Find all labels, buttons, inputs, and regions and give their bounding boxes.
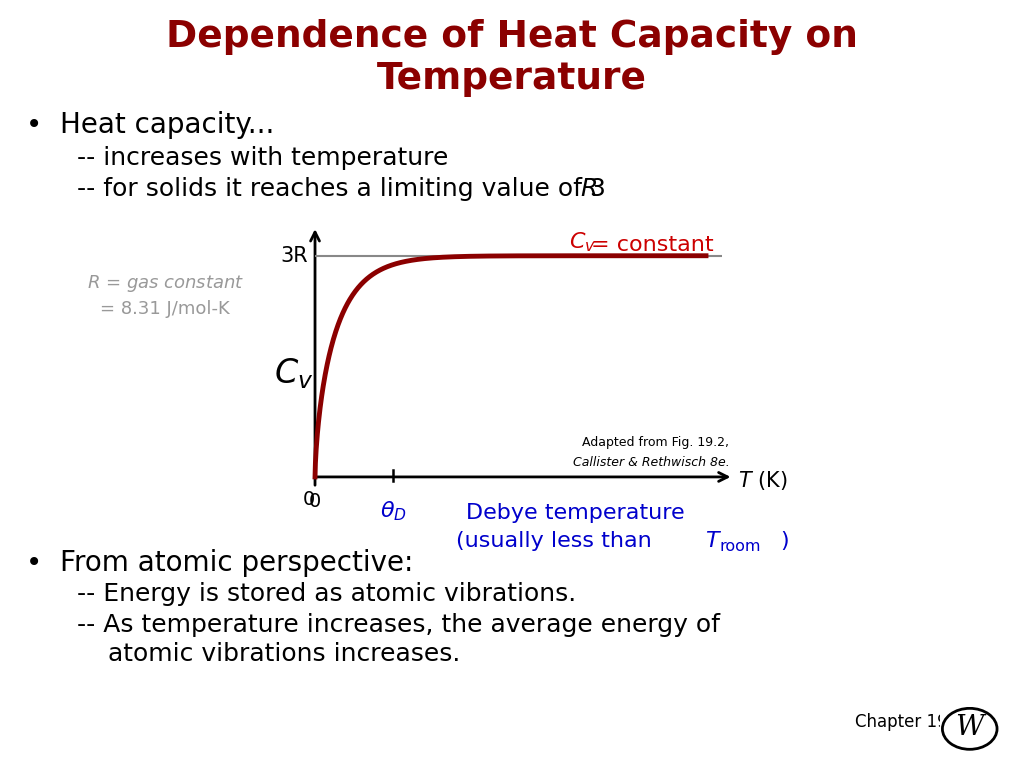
Text: -- As temperature increases, the average energy of: -- As temperature increases, the average…	[77, 613, 720, 637]
Text: = 8.31 J/mol-K: = 8.31 J/mol-K	[100, 300, 230, 317]
Text: $R$ = gas constant: $R$ = gas constant	[87, 273, 245, 293]
Text: ): )	[780, 531, 788, 551]
Text: (usually less than: (usually less than	[456, 531, 658, 551]
Text: Callister & Rethwisch 8e.: Callister & Rethwisch 8e.	[572, 456, 729, 469]
Text: = constant: = constant	[591, 235, 714, 255]
Text: $T$: $T$	[705, 531, 722, 551]
Text: $C_v$: $C_v$	[569, 230, 596, 254]
Text: R: R	[581, 177, 598, 200]
Text: 0: 0	[303, 490, 315, 509]
Text: Temperature: Temperature	[377, 61, 647, 98]
Text: •  From atomic perspective:: • From atomic perspective:	[26, 549, 413, 577]
Text: W: W	[955, 714, 984, 741]
Text: Dependence of Heat Capacity on: Dependence of Heat Capacity on	[166, 19, 858, 55]
Text: room: room	[720, 539, 762, 554]
Text: 0: 0	[309, 492, 322, 511]
Text: -- Energy is stored as atomic vibrations.: -- Energy is stored as atomic vibrations…	[77, 582, 577, 606]
Text: Chapter 19 - 3: Chapter 19 - 3	[855, 713, 975, 731]
Text: Debye temperature: Debye temperature	[466, 503, 685, 523]
Text: -- for solids it reaches a limiting value of 3: -- for solids it reaches a limiting valu…	[77, 177, 605, 200]
Text: $\theta_D$: $\theta_D$	[380, 499, 407, 523]
Text: •  Heat capacity...: • Heat capacity...	[26, 111, 274, 139]
Text: 3R: 3R	[281, 246, 308, 266]
Text: atomic vibrations increases.: atomic vibrations increases.	[108, 642, 460, 666]
Text: -- increases with temperature: -- increases with temperature	[77, 146, 449, 170]
Text: Adapted from Fig. 19.2,: Adapted from Fig. 19.2,	[583, 436, 729, 449]
Text: $T$ (K): $T$ (K)	[738, 469, 787, 492]
Text: $C_v$: $C_v$	[273, 356, 313, 391]
